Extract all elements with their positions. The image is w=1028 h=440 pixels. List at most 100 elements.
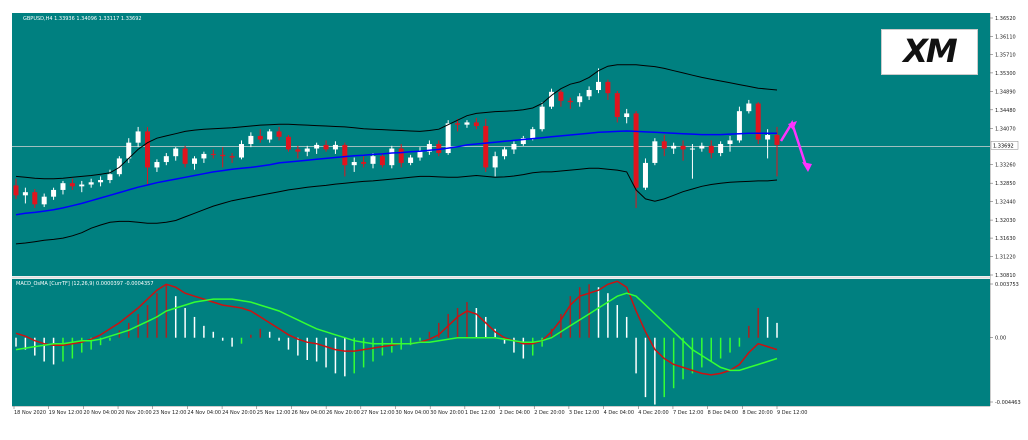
candle-body [445, 123, 451, 154]
candle-body [248, 135, 254, 145]
bollinger-upper-band [15, 64, 778, 180]
candle-body [699, 145, 705, 149]
bollinger-lower-band [15, 167, 778, 245]
candle-body [173, 148, 179, 157]
candle-body [633, 113, 639, 188]
candle-body [502, 149, 508, 157]
time-tick-label: 24 Nov 20:00 [222, 410, 256, 416]
macd-axis[interactable]: 0.003753 0.00 -0.004463 [990, 282, 1021, 406]
candle-body [389, 148, 395, 166]
time-tick-label: 3 Dec 12:00 [569, 410, 599, 416]
candle-body [257, 135, 263, 140]
candle-body [79, 184, 85, 187]
candle-body [727, 140, 733, 145]
candle-body [323, 144, 329, 150]
candle-body [558, 91, 564, 101]
candle-body [436, 144, 442, 154]
macd-panel-background[interactable] [12, 279, 990, 406]
time-tick-label: 4 Dec 04:00 [604, 410, 634, 416]
candle-body [549, 91, 555, 107]
forecast-arrow-head-down [802, 162, 812, 172]
price-tick-label: 1.30810 [995, 273, 1016, 279]
main-chart-background[interactable] [12, 13, 990, 276]
candle-body [595, 81, 601, 91]
macd-signal-line [15, 292, 778, 372]
macd-tick-label: 0.003753 [995, 282, 1019, 288]
price-tick-label: 1.33260 [995, 163, 1016, 169]
candle-body [351, 162, 357, 166]
price-tick-label: 1.31220 [995, 255, 1016, 261]
candle-body [220, 154, 226, 157]
candle-body [473, 122, 479, 127]
time-tick-label: 18 Nov 2020 [14, 410, 46, 416]
candle-body [661, 141, 667, 149]
candle-body [765, 135, 771, 140]
price-tick-label: 1.32440 [995, 200, 1016, 206]
candle-body [539, 106, 545, 130]
forecast-arrow-head-up [788, 121, 797, 130]
time-tick-label: 26 Nov 20:00 [326, 410, 360, 416]
candle-body [107, 174, 113, 181]
price-tick-label: 1.34070 [995, 126, 1016, 132]
time-tick-label: 19 Nov 12:00 [49, 410, 83, 416]
moving-average-line [15, 130, 777, 216]
candle-body [314, 144, 320, 149]
candle-body [483, 126, 489, 168]
candle-body [520, 138, 526, 145]
candle-body [163, 156, 169, 163]
candle-body [755, 103, 761, 140]
price-tick-label: 1.32030 [995, 218, 1016, 224]
candles-layer[interactable] [13, 68, 780, 208]
candle-body [426, 144, 432, 152]
candle-body [577, 96, 583, 103]
candle-body [229, 156, 235, 158]
candle-body [51, 189, 57, 197]
time-tick-label: 26 Nov 04:00 [291, 410, 325, 416]
price-tick-label: 1.35710 [995, 52, 1016, 58]
xm-logo: XM [881, 29, 978, 75]
candle-body [511, 144, 517, 150]
time-axis[interactable]: 18 Nov 2020 19 Nov 12:00 20 Nov 04:00 20 No… [13, 406, 807, 416]
candle-body [88, 182, 94, 185]
candle-body [295, 149, 301, 152]
candle-body [680, 145, 686, 150]
candle-body [60, 183, 66, 190]
time-tick-label: 23 Nov 12:00 [153, 410, 187, 416]
candle-body [192, 158, 198, 164]
candle-body [455, 123, 461, 125]
candle-body [567, 100, 573, 103]
macd-tick-label: 0.00 [995, 336, 1006, 342]
candle-body [145, 131, 151, 168]
candle-body [736, 111, 742, 141]
candle-body [210, 153, 216, 155]
price-tick-label: 1.36110 [995, 34, 1016, 40]
candle-body [586, 90, 592, 97]
candle-body [379, 156, 385, 166]
candle-body [605, 81, 611, 94]
time-tick-label: 2 Dec 04:00 [500, 410, 530, 416]
candle-body [154, 162, 160, 168]
time-tick-label: 8 Dec 20:00 [742, 410, 772, 416]
candle-body [689, 148, 695, 150]
price-axis[interactable]: 1.36520 1.36110 1.35710 1.35300 1.34890 1.344… [990, 16, 1019, 279]
candle-body [718, 144, 724, 154]
xm-logo-text: XM [903, 32, 958, 70]
time-tick-label: 20 Nov 04:00 [83, 410, 117, 416]
time-tick-label: 9 Dec 12:00 [777, 410, 807, 416]
candle-body [32, 192, 38, 205]
price-tick-label: 1.31630 [995, 236, 1016, 242]
current-price-label: 1.33692 [993, 143, 1014, 149]
time-tick-label: 20 Nov 20:00 [118, 410, 152, 416]
candle-body [342, 144, 348, 166]
macd-tick-label: -0.004463 [995, 400, 1021, 406]
price-tick-label: 1.34890 [995, 89, 1016, 95]
candle-body [285, 136, 291, 150]
time-tick-label: 27 Nov 12:00 [361, 410, 395, 416]
candle-body [135, 131, 141, 143]
candle-body [408, 157, 414, 163]
candle-body [530, 129, 536, 139]
time-tick-label: 25 Nov 12:00 [257, 410, 291, 416]
candle-body [464, 122, 470, 125]
